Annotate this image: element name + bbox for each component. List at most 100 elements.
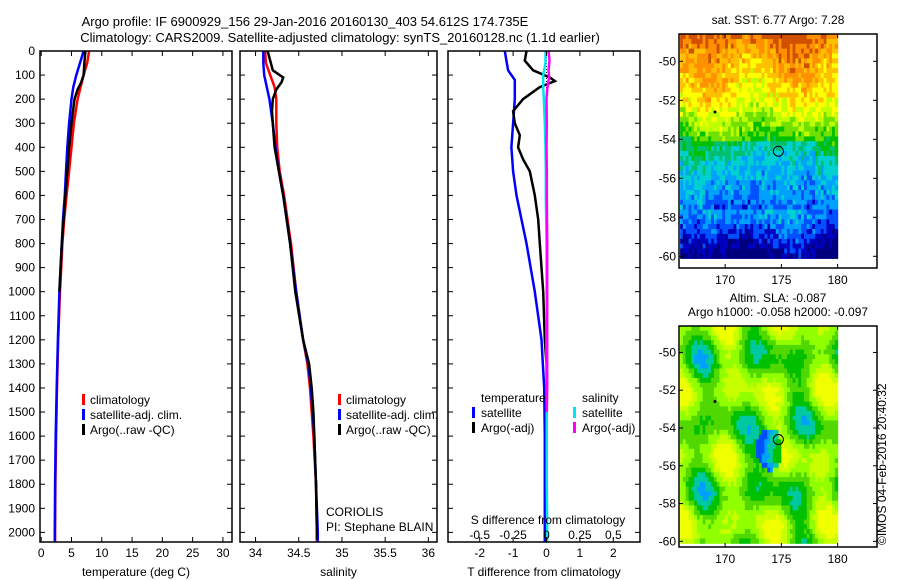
map-cell (719, 82, 723, 89)
map-cell (711, 73, 715, 79)
map-cell (685, 53, 690, 59)
map-cell (801, 477, 805, 483)
map-cell (787, 243, 791, 250)
map-cell (806, 368, 811, 374)
map-cell (736, 434, 740, 440)
map-cell (691, 253, 695, 259)
map-cell (829, 238, 833, 245)
map-cell (680, 434, 684, 440)
map-cell (817, 233, 822, 240)
map-cell (801, 472, 805, 478)
map-cell (694, 529, 698, 535)
map-cell (764, 458, 768, 464)
map-cell (733, 330, 737, 336)
map-cell (764, 160, 768, 167)
map-cell (781, 199, 785, 206)
y-tick-label: 100 (15, 68, 35, 82)
map-cell (834, 214, 839, 220)
map-cell (826, 224, 830, 230)
map-cell (730, 229, 735, 235)
map-cell (711, 533, 715, 540)
map-cell (697, 363, 701, 370)
map-cell (736, 87, 740, 94)
map-cell (803, 496, 808, 502)
map-cell (795, 136, 799, 142)
map-cell (781, 107, 785, 113)
map-cell (750, 175, 754, 181)
map-cell (809, 68, 813, 74)
map-cell (747, 112, 751, 118)
map-cell (781, 238, 785, 245)
map-cell (770, 453, 774, 459)
map-cell (778, 199, 782, 206)
map-cell (694, 472, 698, 478)
map-cell (697, 529, 701, 535)
map-cell (711, 481, 715, 488)
map-cell (761, 396, 766, 403)
map-cell (772, 368, 777, 374)
map-cell (730, 43, 735, 50)
map-cell (719, 439, 723, 445)
map-cell (739, 151, 743, 157)
map-cell (702, 420, 706, 426)
map-cell (753, 253, 757, 259)
map-cell (767, 496, 771, 502)
map-cell (697, 126, 701, 133)
map-cell (744, 514, 749, 521)
map-cell (699, 444, 704, 450)
map-cell (727, 175, 732, 181)
map-cell (815, 194, 819, 201)
map-cell (682, 229, 687, 235)
map-cell (756, 458, 760, 464)
map-cell (730, 38, 735, 45)
map-cell (750, 233, 754, 240)
map-cell (784, 233, 788, 240)
map-cell (708, 425, 712, 431)
map-cell (691, 146, 695, 152)
map-cell (697, 359, 701, 365)
map-cell (702, 34, 706, 40)
map-cell (702, 500, 706, 506)
map-cell (691, 175, 695, 181)
map-cell (795, 116, 799, 123)
map-cell (756, 439, 760, 445)
map-cell (727, 481, 732, 488)
map-cell (761, 519, 766, 525)
map-cell (685, 160, 690, 167)
map-cell (719, 151, 723, 157)
map-cell (694, 458, 698, 464)
map-cell (725, 43, 729, 50)
map-cell (733, 248, 737, 254)
map-cell (758, 97, 763, 103)
map-cell (697, 92, 701, 98)
map-cell (775, 481, 780, 488)
map-cell (705, 34, 709, 40)
map-cell (694, 214, 698, 220)
map-cell (770, 392, 774, 398)
map-cell (744, 491, 749, 497)
map-cell (801, 354, 805, 360)
map-cell (708, 462, 712, 469)
map-cell (688, 204, 692, 211)
map-cell (699, 420, 704, 426)
map-cell (789, 359, 794, 365)
map-cell (705, 190, 709, 196)
legend-title-salinity: salinity (582, 391, 619, 405)
map-cell (775, 58, 780, 64)
map-cell (736, 529, 740, 535)
map-cell (744, 224, 749, 230)
map-cell (708, 160, 712, 167)
map-cell (697, 87, 701, 94)
map-cell (747, 533, 751, 540)
map-cell (787, 136, 791, 142)
map-cell (744, 214, 749, 220)
map-cell (781, 344, 785, 351)
map-cell (803, 533, 808, 540)
map-cell (756, 253, 760, 259)
map-cell (733, 434, 737, 440)
map-cell (787, 529, 791, 535)
map-cell (697, 136, 701, 142)
map-cell (682, 175, 687, 181)
map-cell (803, 434, 808, 440)
map-cell (725, 194, 729, 201)
